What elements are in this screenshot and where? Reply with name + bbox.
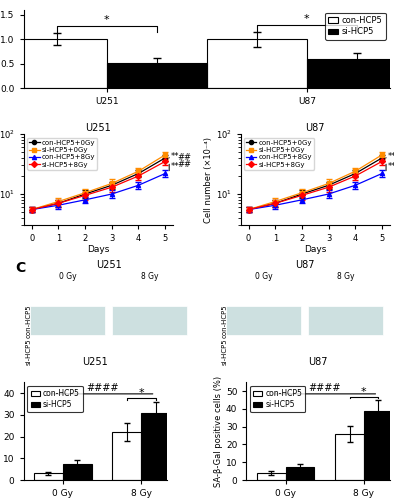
Bar [286, 466, 314, 480]
Text: con-HCP5: con-HCP5 [221, 304, 227, 338]
Text: si-HCP5: si-HCP5 [221, 338, 227, 365]
Bar [112, 432, 141, 480]
Bar [34, 474, 63, 480]
Text: ####: #### [309, 383, 341, 393]
Text: 8 Gy: 8 Gy [337, 272, 355, 281]
Bar [335, 434, 364, 480]
Text: *: * [104, 15, 110, 25]
Bar [112, 338, 187, 366]
Text: *: * [361, 386, 367, 396]
Text: con-HCP5: con-HCP5 [25, 304, 32, 338]
Text: *: * [138, 388, 144, 398]
Text: 0 Gy: 0 Gy [255, 272, 273, 281]
Bar [257, 473, 286, 480]
Text: **: ** [171, 162, 179, 171]
Text: **: ** [387, 152, 394, 161]
Bar [364, 410, 393, 480]
Legend: con-HCP5+0Gy, si-HCP5+0Gy, con-HCP5+8Gy, si-HCP5+8Gy: con-HCP5+0Gy, si-HCP5+0Gy, con-HCP5+8Gy,… [244, 138, 314, 170]
X-axis label: Days: Days [87, 245, 110, 254]
Legend: con-HCP5, si-HCP5: con-HCP5, si-HCP5 [28, 386, 83, 412]
X-axis label: Days: Days [304, 245, 327, 254]
Text: *: * [304, 14, 310, 24]
Title: U87: U87 [305, 124, 325, 134]
Bar [112, 306, 187, 335]
Title: U87: U87 [309, 358, 328, 368]
Bar [308, 306, 383, 335]
Bar [7, 40, 107, 88]
Bar [207, 40, 307, 88]
Text: ##: ## [177, 160, 191, 169]
Text: 8 Gy: 8 Gy [141, 272, 158, 281]
Text: si-HCP5: si-HCP5 [25, 338, 32, 365]
Bar [141, 412, 170, 480]
Bar [30, 306, 106, 335]
Y-axis label: SA-β-Gal positive cells (%): SA-β-Gal positive cells (%) [214, 376, 223, 486]
Text: ####: #### [86, 383, 118, 393]
Bar [227, 338, 301, 366]
Bar [30, 338, 106, 366]
Title: U251: U251 [83, 358, 108, 368]
Text: C: C [15, 262, 25, 276]
Bar [107, 63, 207, 88]
Legend: con-HCP5+0Gy, si-HCP5+0Gy, con-HCP5+8Gy, si-HCP5+8Gy: con-HCP5+0Gy, si-HCP5+0Gy, con-HCP5+8Gy,… [27, 138, 97, 170]
Legend: con-HCP5, si-HCP5: con-HCP5, si-HCP5 [250, 386, 305, 412]
Bar [308, 338, 383, 366]
Text: **: ** [387, 162, 394, 171]
Title: U87: U87 [295, 260, 314, 270]
Bar [227, 306, 301, 335]
Bar [307, 59, 394, 88]
Bar [63, 464, 91, 480]
Text: ##: ## [177, 154, 191, 162]
Title: U251: U251 [85, 124, 111, 134]
Legend: con-HCP5, si-HCP5: con-HCP5, si-HCP5 [325, 12, 386, 40]
Text: 0 Gy: 0 Gy [59, 272, 77, 281]
Title: U251: U251 [96, 260, 122, 270]
Text: **: ** [171, 152, 179, 161]
Y-axis label: Cell number (×10⁻⁴): Cell number (×10⁻⁴) [204, 136, 213, 222]
